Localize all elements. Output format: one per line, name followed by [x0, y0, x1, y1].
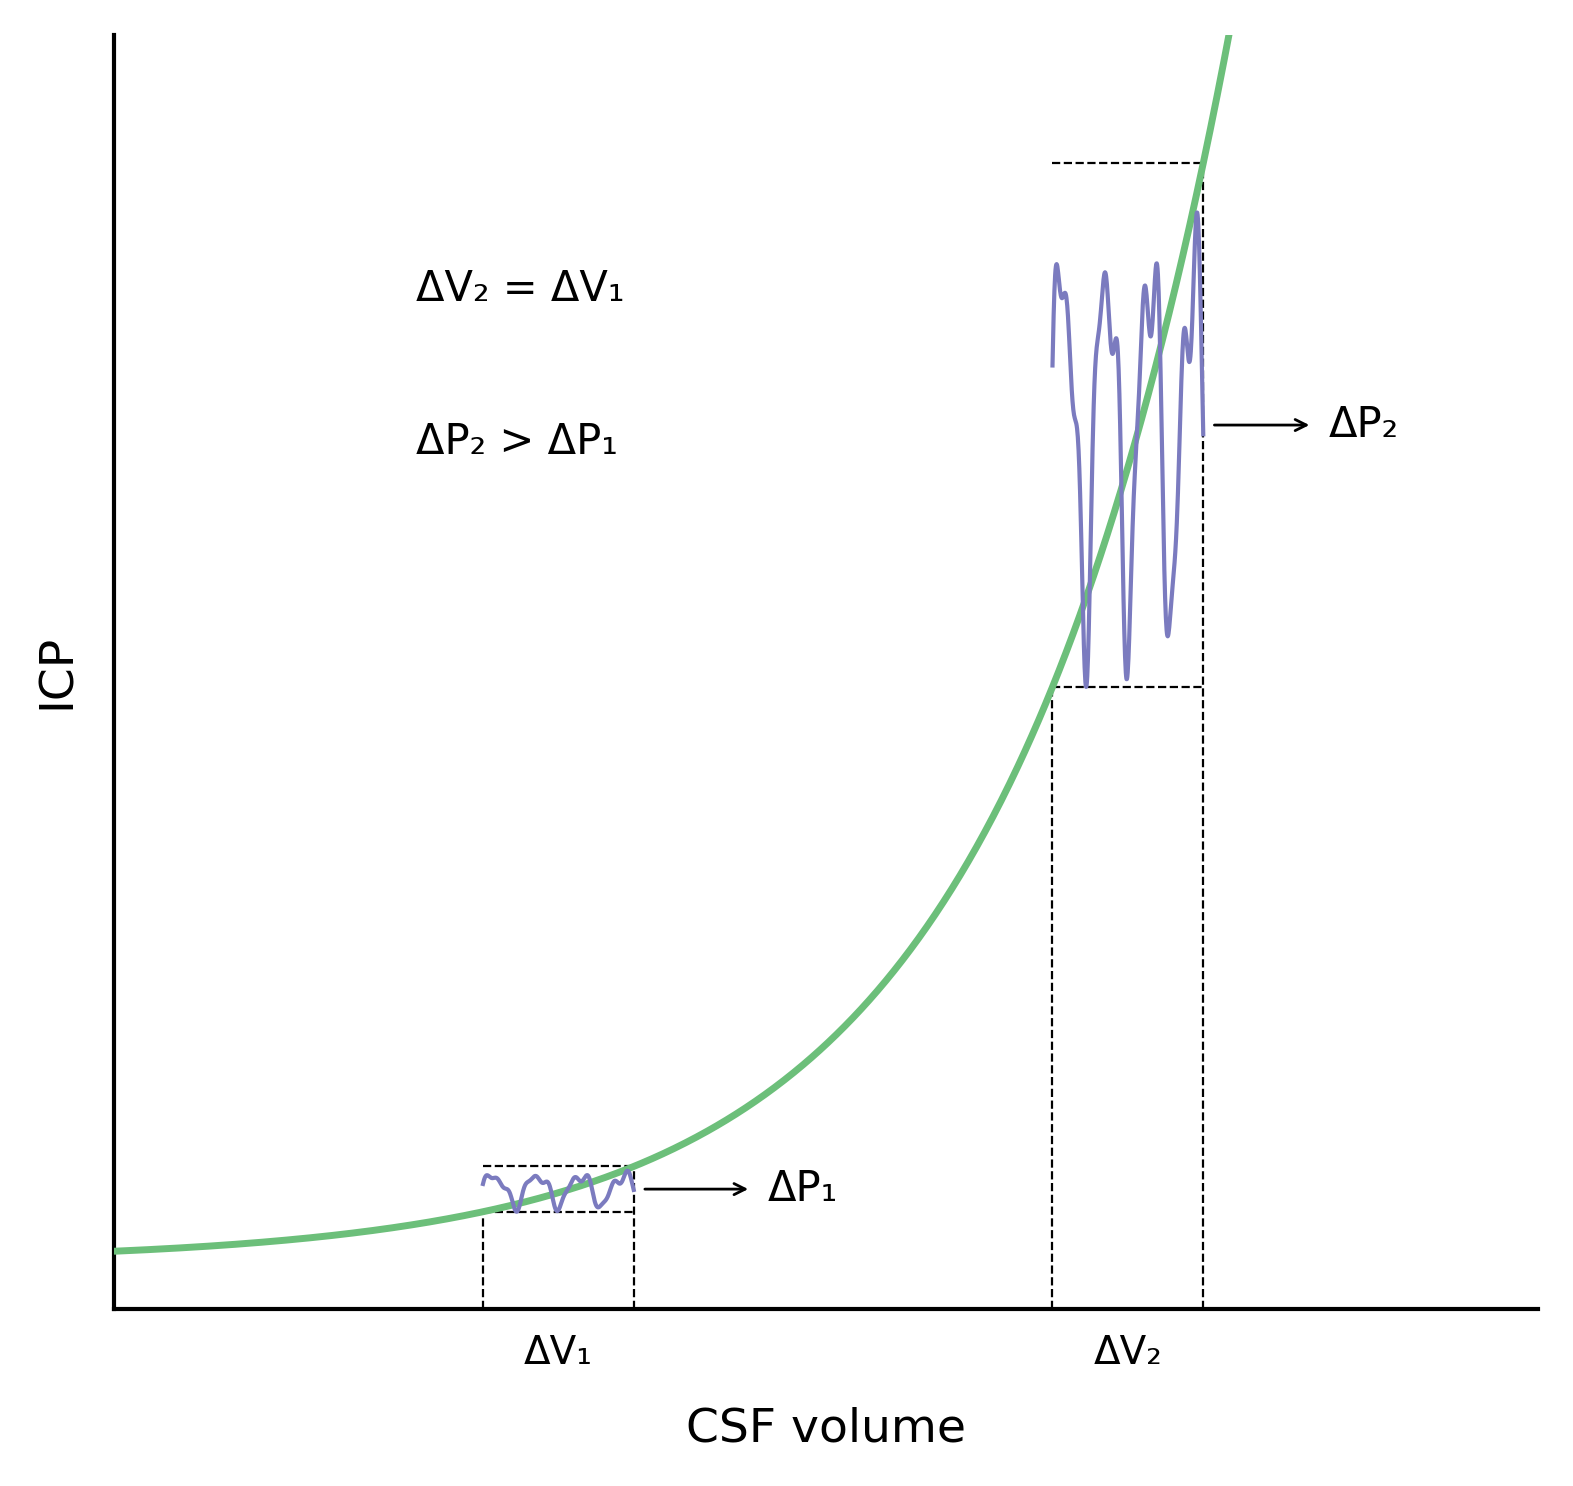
Y-axis label: ICP: ICP: [35, 635, 80, 709]
Text: ΔP₂ > ΔP₁: ΔP₂ > ΔP₁: [415, 422, 618, 464]
X-axis label: CSF volume: CSF volume: [686, 1406, 966, 1452]
Text: ΔV₂ = ΔV₁: ΔV₂ = ΔV₁: [415, 269, 624, 311]
Text: ΔP₁: ΔP₁: [768, 1168, 838, 1210]
Text: ΔP₂: ΔP₂: [1329, 404, 1398, 446]
